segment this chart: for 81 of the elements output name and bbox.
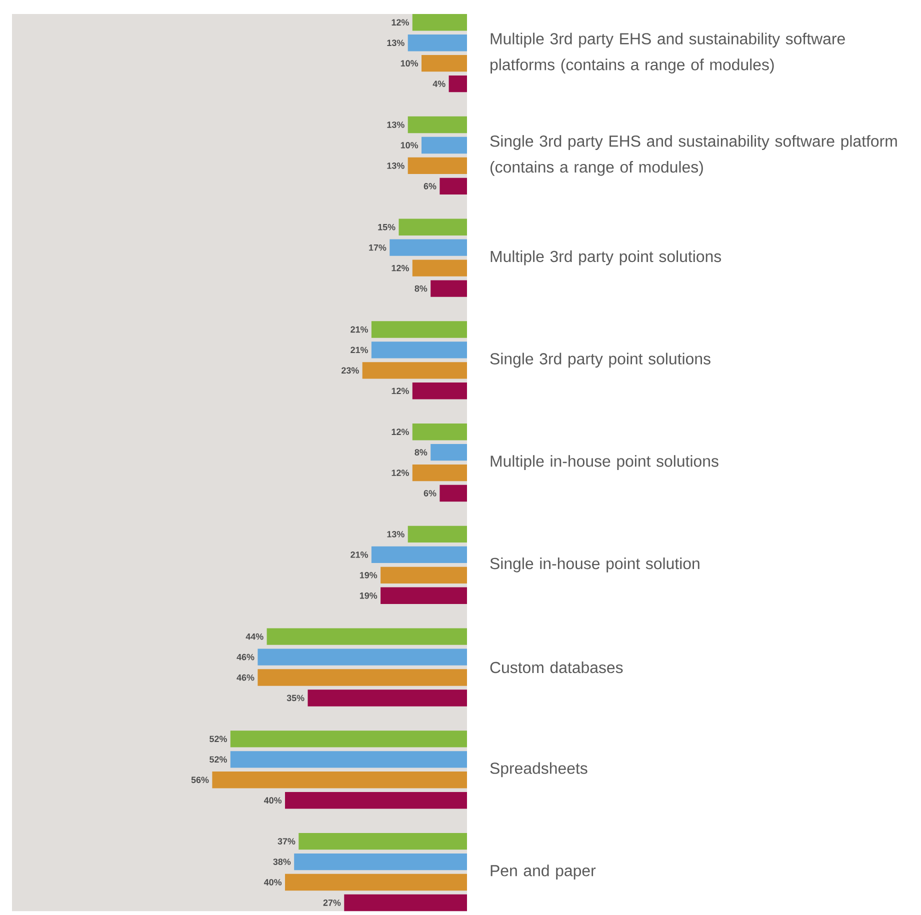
- data-label: 13%: [387, 40, 404, 46]
- bar: [230, 730, 467, 748]
- bar: [371, 342, 467, 358]
- data-label: 12%: [392, 19, 409, 26]
- bar: [362, 362, 467, 379]
- bar: [412, 464, 467, 482]
- data-label: 8%: [414, 285, 428, 292]
- y-tick-label: Single 3rd party EHS and sustainability software platform (contains a range of modules): [490, 135, 897, 176]
- bar: [408, 157, 467, 174]
- bar: [294, 853, 467, 870]
- bar: [422, 54, 467, 72]
- bar: [344, 894, 467, 912]
- bar: [308, 690, 467, 706]
- data-label: 4%: [432, 80, 446, 87]
- bar: [266, 628, 467, 645]
- bar: [430, 280, 467, 297]
- data-label: 6%: [424, 490, 436, 496]
- bar: [371, 321, 467, 338]
- bar: [440, 178, 467, 195]
- bar: [258, 648, 467, 666]
- data-label: 56%: [191, 776, 209, 784]
- data-label: 10%: [400, 142, 418, 148]
- data-label: 46%: [236, 654, 254, 660]
- data-label: 12%: [392, 388, 409, 394]
- y-tick-label: Multiple 3rd party EHS and sustainability software platforms (contains a range of modules): [490, 32, 845, 74]
- data-label: 23%: [342, 367, 359, 374]
- data-label: 21%: [350, 326, 368, 333]
- bar: [390, 239, 467, 256]
- data-label: 19%: [360, 572, 378, 578]
- data-label: 37%: [278, 838, 296, 844]
- data-label: 52%: [210, 736, 227, 742]
- bar: [212, 772, 467, 788]
- data-label: 13%: [387, 122, 404, 128]
- data-label: 12%: [392, 428, 409, 436]
- data-label: 19%: [360, 592, 378, 599]
- data-label: 35%: [286, 694, 304, 702]
- data-label: 6%: [424, 182, 436, 190]
- data-label: 21%: [350, 346, 368, 354]
- data-label: 12%: [392, 470, 409, 476]
- bar: [412, 382, 467, 400]
- data-label: 17%: [369, 244, 386, 251]
- y-tick-label: Custom databases: [490, 661, 623, 674]
- bar: [408, 526, 467, 543]
- data-label: 40%: [264, 797, 282, 804]
- bar: [422, 136, 467, 154]
- y-tick-label: Multiple 3rd party point solutions: [490, 250, 722, 266]
- data-label: 52%: [210, 756, 227, 763]
- bar: [298, 832, 467, 850]
- bar: [408, 116, 467, 134]
- bar: [398, 218, 467, 236]
- data-label: 38%: [273, 858, 291, 865]
- bar: [448, 75, 467, 92]
- data-label: 8%: [414, 449, 428, 456]
- y-tick-label: Spreadsheets: [490, 762, 588, 778]
- bar: [412, 424, 467, 440]
- bar: [285, 792, 467, 809]
- bar: [230, 751, 467, 768]
- bar: [412, 14, 467, 31]
- y-tick-label: Pen and paper: [490, 864, 596, 880]
- bar: [380, 587, 467, 604]
- bar: [430, 444, 467, 461]
- data-label: 46%: [236, 674, 254, 681]
- data-label: 15%: [378, 224, 396, 230]
- data-label: 13%: [387, 162, 404, 169]
- y-tick-label: Single in-house point solution: [490, 557, 700, 572]
- bar: [371, 546, 467, 564]
- data-label: 10%: [400, 60, 418, 67]
- y-tick-label: Single 3rd party point solutions: [490, 352, 710, 368]
- bar: [258, 669, 467, 686]
- bar: [412, 260, 467, 276]
- bar: [408, 34, 467, 52]
- bar: [440, 484, 467, 502]
- y-tick-label: Multiple in-house point solutions: [490, 455, 718, 470]
- data-label: 44%: [246, 633, 264, 640]
- data-label: 40%: [264, 879, 282, 886]
- data-label: 13%: [387, 531, 404, 538]
- bar: [380, 566, 467, 584]
- data-label: 12%: [392, 264, 409, 272]
- data-label: 27%: [323, 900, 341, 906]
- data-label: 21%: [350, 552, 368, 558]
- bar: [285, 874, 467, 891]
